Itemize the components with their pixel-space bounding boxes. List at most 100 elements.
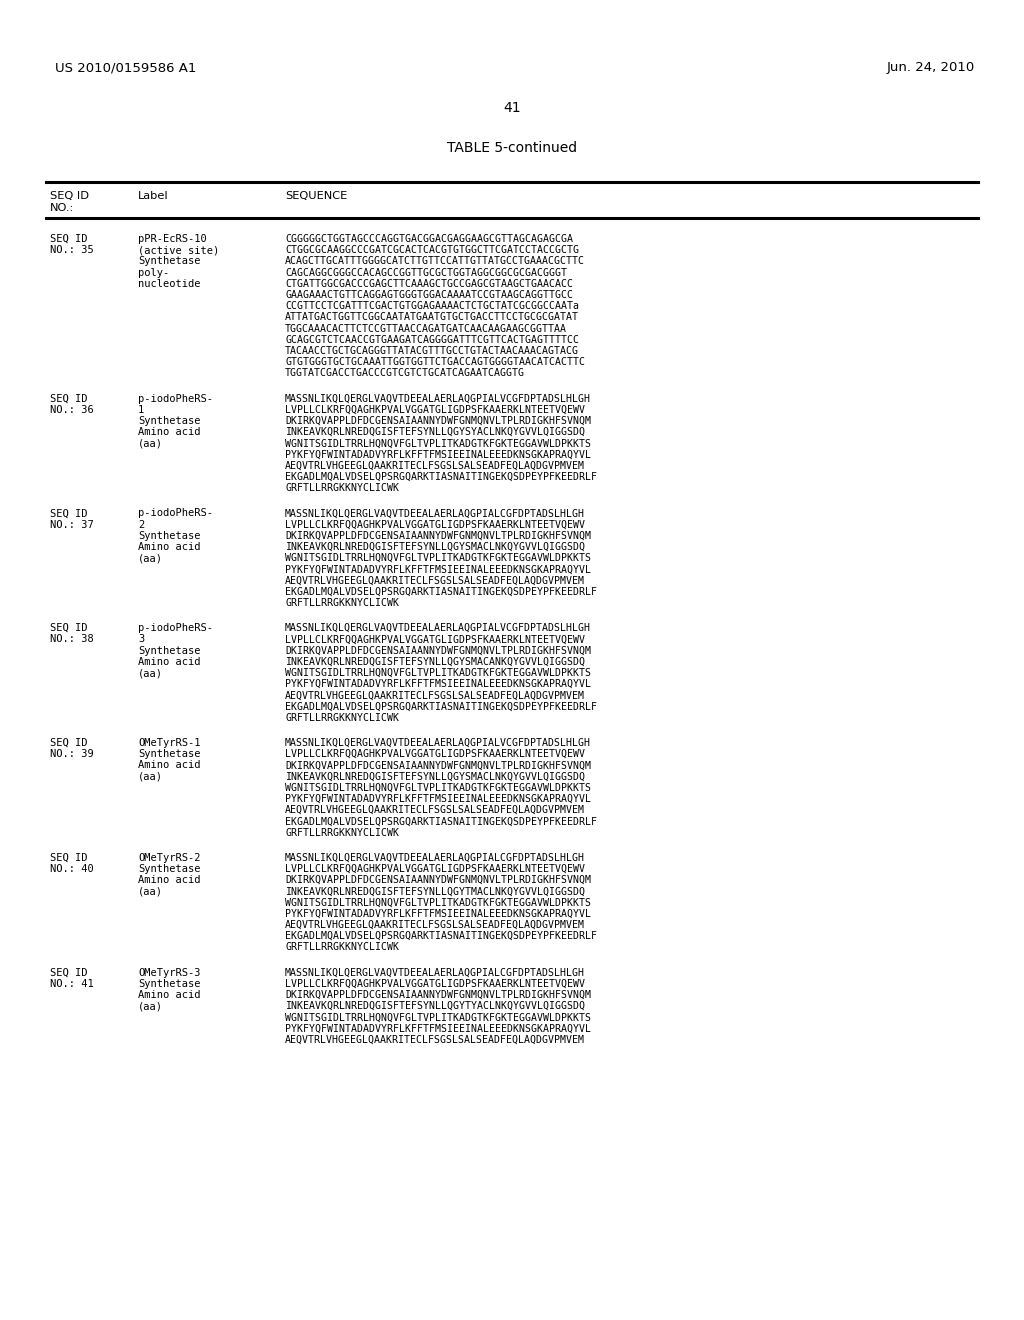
Text: 1: 1: [138, 405, 144, 414]
Text: LVPLLCLKRFQQAGHKPVALVGGATGLIGDPSFKAAERKLNTEETVQEWV: LVPLLCLKRFQQAGHKPVALVGGATGLIGDPSFKAAERKL…: [285, 750, 585, 759]
Text: DKIRKQVAPPLDFDCGENSAIAANNYDWFGNMQNVLTPLRDIGKHFSVNQM: DKIRKQVAPPLDFDCGENSAIAANNYDWFGNMQNVLTPLR…: [285, 645, 591, 656]
Text: Amino acid: Amino acid: [138, 428, 201, 437]
Text: PYKFYQFWINTADADVYRFLKFFTFMSIEEINALEEEDKNSGKAPRAQYVL: PYKFYQFWINTADADVYRFLKFFTFMSIEEINALEEEDKN…: [285, 795, 591, 804]
Text: US 2010/0159586 A1: US 2010/0159586 A1: [55, 62, 197, 74]
Text: LVPLLCLKRFQQAGHKPVALVGGATGLIGDPSFKAAERKLNTEETVQEWV: LVPLLCLKRFQQAGHKPVALVGGATGLIGDPSFKAAERKL…: [285, 979, 585, 989]
Text: TABLE 5-continued: TABLE 5-continued: [446, 141, 578, 154]
Text: GRFTLLRRGKKNYCLICWK: GRFTLLRRGKKNYCLICWK: [285, 713, 399, 723]
Text: AEQVTRLVHGEEGLQAAKRITECLFSGSLSALSEADFEQLAQDGVPMVEM: AEQVTRLVHGEEGLQAAKRITECLFSGSLSALSEADFEQL…: [285, 461, 585, 471]
Text: OMeTyrRS-3: OMeTyrRS-3: [138, 968, 201, 978]
Text: (aa): (aa): [138, 772, 163, 781]
Text: SEQUENCE: SEQUENCE: [285, 191, 347, 201]
Text: NO.:: NO.:: [50, 203, 75, 213]
Text: WGNITSGIDLTRRLHQNQVFGLTVPLITKADGTKFGKTEGGAVWLDPKKTS: WGNITSGIDLTRRLHQNQVFGLTVPLITKADGTKFGKTEG…: [285, 553, 591, 564]
Text: Label: Label: [138, 191, 169, 201]
Text: p-iodoPheRS-: p-iodoPheRS-: [138, 508, 213, 519]
Text: Synthetase: Synthetase: [138, 531, 201, 541]
Text: DKIRKQVAPPLDFDCGENSAIAANNYDWFGNMQNVLTPLRDIGKHFSVNQM: DKIRKQVAPPLDFDCGENSAIAANNYDWFGNMQNVLTPLR…: [285, 531, 591, 541]
Text: INKEAVKQRLNREDQGISFTEFSYNLLQGYSMACLNKQYGVVLQIGGSDQ: INKEAVKQRLNREDQGISFTEFSYNLLQGYSMACLNKQYG…: [285, 543, 585, 552]
Text: PYKFYQFWINTADADVYRFLKFFTFMSIEEINALEEEDKNSGKAPRAQYVL: PYKFYQFWINTADADVYRFLKFFTFMSIEEINALEEEDKN…: [285, 1023, 591, 1034]
Text: (aa): (aa): [138, 668, 163, 678]
Text: MASSNLIKQLQERGLVAQVTDEEALAERLAQGPIALVCGFDPTADSLHLGH: MASSNLIKQLQERGLVAQVTDEEALAERLAQGPIALVCGF…: [285, 738, 591, 748]
Text: 2: 2: [138, 520, 144, 529]
Text: (aa): (aa): [138, 553, 163, 564]
Text: SEQ ID: SEQ ID: [50, 234, 87, 244]
Text: 41: 41: [503, 102, 521, 115]
Text: WGNITSGIDLTRRLHQNQVFGLTVPLITKADGTKFGKTEGGAVWLDPKKTS: WGNITSGIDLTRRLHQNQVFGLTVPLITKADGTKFGKTEG…: [285, 668, 591, 678]
Text: PYKFYQFWINTADADVYRFLKFFTFMSIEEINALEEEDKNSGKAPRAQYVL: PYKFYQFWINTADADVYRFLKFFTFMSIEEINALEEEDKN…: [285, 680, 591, 689]
Text: Synthetase: Synthetase: [138, 865, 201, 874]
Text: NO.: 36: NO.: 36: [50, 405, 94, 414]
Text: CTGGCGCAAGGCCCGATCGCACTCACGTGTGGCTTCGATCCTACCGCTG: CTGGCGCAAGGCCCGATCGCACTCACGTGTGGCTTCGATC…: [285, 246, 579, 255]
Text: SEQ ID: SEQ ID: [50, 623, 87, 634]
Text: PYKFYQFWINTADADVYRFLKFFTFMSIEEINALEEEDKNSGKAPRAQYVL: PYKFYQFWINTADADVYRFLKFFTFMSIEEINALEEEDKN…: [285, 565, 591, 574]
Text: pPR-EcRS-10: pPR-EcRS-10: [138, 234, 207, 244]
Text: Amino acid: Amino acid: [138, 875, 201, 886]
Text: INKEAVKQRLNREDQGISFTEFSYNLLQGYSYACLNKQYGVVLQIGGSDQ: INKEAVKQRLNREDQGISFTEFSYNLLQGYSYACLNKQYG…: [285, 428, 585, 437]
Text: NO.: 35: NO.: 35: [50, 246, 94, 255]
Text: OMeTyrRS-1: OMeTyrRS-1: [138, 738, 201, 748]
Text: OMeTyrRS-2: OMeTyrRS-2: [138, 853, 201, 863]
Text: NO.: 37: NO.: 37: [50, 520, 94, 529]
Text: INKEAVKQRLNREDQGISFTEFSYNLLQGYTMACLNKQYGVVLQIGGSDQ: INKEAVKQRLNREDQGISFTEFSYNLLQGYTMACLNKQYG…: [285, 887, 585, 896]
Text: (aa): (aa): [138, 438, 163, 449]
Text: p-iodoPheRS-: p-iodoPheRS-: [138, 393, 213, 404]
Text: AEQVTRLVHGEEGLQAAKRITECLFSGSLSALSEADFEQLAQDGVPMVEM: AEQVTRLVHGEEGLQAAKRITECLFSGSLSALSEADFEQL…: [285, 920, 585, 931]
Text: MASSNLIKQLQERGLVAQVTDEEALAERLAQGPIALVCGFDPTADSLHLGH: MASSNLIKQLQERGLVAQVTDEEALAERLAQGPIALVCGF…: [285, 623, 591, 634]
Text: Amino acid: Amino acid: [138, 657, 201, 667]
Text: Amino acid: Amino acid: [138, 760, 201, 771]
Text: CCGTTCCTCGATTTCGACTGTGGAGAAAACTCTGCTATCGCGGCCAATa: CCGTTCCTCGATTTCGACTGTGGAGAAAACTCTGCTATCG…: [285, 301, 579, 312]
Text: AEQVTRLVHGEEGLQAAKRITECLFSGSLSALSEADFEQLAQDGVPMVEM: AEQVTRLVHGEEGLQAAKRITECLFSGSLSALSEADFEQL…: [285, 690, 585, 701]
Text: Jun. 24, 2010: Jun. 24, 2010: [887, 62, 975, 74]
Text: NO.: 38: NO.: 38: [50, 635, 94, 644]
Text: poly-: poly-: [138, 268, 169, 277]
Text: DKIRKQVAPPLDFDCGENSAIAANNYDWFGNMQNVLTPLRDIGKHFSVNQM: DKIRKQVAPPLDFDCGENSAIAANNYDWFGNMQNVLTPLR…: [285, 990, 591, 1001]
Text: AEQVTRLVHGEEGLQAAKRITECLFSGSLSALSEADFEQLAQDGVPMVEM: AEQVTRLVHGEEGLQAAKRITECLFSGSLSALSEADFEQL…: [285, 576, 585, 586]
Text: CGGGGGCTGGTAGCCCAGGTGACGGACGAGGAAGCGTTAGCAGAGCGA: CGGGGGCTGGTAGCCCAGGTGACGGACGAGGAAGCGTTAG…: [285, 234, 573, 244]
Text: GRFTLLRRGKKNYCLICWK: GRFTLLRRGKKNYCLICWK: [285, 942, 399, 953]
Text: GAAGAAACTGTTCAGGAGTGGGTGGACAAAATCCGTAAGCAGGTTGCC: GAAGAAACTGTTCAGGAGTGGGTGGACAAAATCCGTAAGC…: [285, 290, 573, 300]
Text: LVPLLCLKRFQQAGHKPVALVGGATGLIGDPSFKAAERKLNTEETVQEWV: LVPLLCLKRFQQAGHKPVALVGGATGLIGDPSFKAAERKL…: [285, 635, 585, 644]
Text: ACAGCTTGCATTTGGGGCATCTTGTTCCATTGTTATGCCTGAAACGCTTC: ACAGCTTGCATTTGGGGCATCTTGTTCCATTGTTATGCCT…: [285, 256, 585, 267]
Text: INKEAVKQRLNREDQGISFTEFSYNLLQGYSMACANKQYGVVLQIGGSDQ: INKEAVKQRLNREDQGISFTEFSYNLLQGYSMACANKQYG…: [285, 657, 585, 667]
Text: AEQVTRLVHGEEGLQAAKRITECLFSGSLSALSEADFEQLAQDGVPMVEM: AEQVTRLVHGEEGLQAAKRITECLFSGSLSALSEADFEQL…: [285, 1035, 585, 1045]
Text: MASSNLIKQLQERGLVAQVTDEEALAERLAQGPIALCGFDPTADSLHLGH: MASSNLIKQLQERGLVAQVTDEEALAERLAQGPIALCGFD…: [285, 968, 585, 978]
Text: EKGADLMQALVDSELQPSRGQARKTIASNAITINGEKQSDPEYPFKEEDRLF: EKGADLMQALVDSELQPSRGQARKTIASNAITINGEKQSD…: [285, 931, 597, 941]
Text: p-iodoPheRS-: p-iodoPheRS-: [138, 623, 213, 634]
Text: INKEAVKQRLNREDQGISFTEFSYNLLQGYSMACLNKQYGVVLQIGGSDQ: INKEAVKQRLNREDQGISFTEFSYNLLQGYSMACLNKQYG…: [285, 772, 585, 781]
Text: WGNITSGIDLTRRLHQNQVFGLTVPLITKADGTKFGKTEGGAVWLDPKKTS: WGNITSGIDLTRRLHQNQVFGLTVPLITKADGTKFGKTEG…: [285, 783, 591, 793]
Text: (aa): (aa): [138, 1001, 163, 1011]
Text: AEQVTRLVHGEEGLQAAKRITECLFSGSLSALSEADFEQLAQDGVPMVEM: AEQVTRLVHGEEGLQAAKRITECLFSGSLSALSEADFEQL…: [285, 805, 585, 816]
Text: GRFTLLRRGKKNYCLICWK: GRFTLLRRGKKNYCLICWK: [285, 598, 399, 609]
Text: WGNITSGIDLTRRLHQNQVFGLTVPLITKADGTKFGKTEGGAVWLDPKKTS: WGNITSGIDLTRRLHQNQVFGLTVPLITKADGTKFGKTEG…: [285, 1012, 591, 1023]
Text: EKGADLMQALVDSELQPSRGQARKTIASNAITINGEKQSDPEYPFKEEDRLF: EKGADLMQALVDSELQPSRGQARKTIASNAITINGEKQSD…: [285, 473, 597, 482]
Text: PYKFYQFWINTADADVYRFLKFFTFMSIEEINALEEEDKNSGKAPRAQYVL: PYKFYQFWINTADADVYRFLKFFTFMSIEEINALEEEDKN…: [285, 450, 591, 459]
Text: TGGTATCGACCTGACCCGTCGTCTGCATCAGAATCAGGTG: TGGTATCGACCTGACCCGTCGTCTGCATCAGAATCAGGTG: [285, 368, 525, 379]
Text: Synthetase: Synthetase: [138, 645, 201, 656]
Text: CTGATTGGCGACCCGAGCTTCAAAGCTGCCGAGCGTAAGCTGAACACC: CTGATTGGCGACCCGAGCTTCAAAGCTGCCGAGCGTAAGC…: [285, 279, 573, 289]
Text: (aa): (aa): [138, 887, 163, 896]
Text: Amino acid: Amino acid: [138, 543, 201, 552]
Text: WGNITSGIDLTRRLHQNQVFGLTVPLITKADGTKFGKTEGGAVWLDPKKTS: WGNITSGIDLTRRLHQNQVFGLTVPLITKADGTKFGKTEG…: [285, 898, 591, 908]
Text: MASSNLIKQLQERGLVAQVTDEEALAERLAQGPIALVCGFDPTADSLHLGH: MASSNLIKQLQERGLVAQVTDEEALAERLAQGPIALVCGF…: [285, 393, 591, 404]
Text: EKGADLMQALVDSELQPSRGQARKTIASNAITINGEKQSDPEYPFKEEDRLF: EKGADLMQALVDSELQPSRGQARKTIASNAITINGEKQSD…: [285, 702, 597, 711]
Text: SEQ ID: SEQ ID: [50, 191, 89, 201]
Text: Amino acid: Amino acid: [138, 990, 201, 1001]
Text: LVPLLCLKRFQQAGHKPVALVGGATGLIGDPSFKAAERKLNTEETVQEWV: LVPLLCLKRFQQAGHKPVALVGGATGLIGDPSFKAAERKL…: [285, 865, 585, 874]
Text: LVPLLCLKRFQQAGHKPVALVGGATGLIGDPSFKAAERKLNTEETVQEWV: LVPLLCLKRFQQAGHKPVALVGGATGLIGDPSFKAAERKL…: [285, 520, 585, 529]
Text: MASSNLIKQLQERGLVAQVTDEEALAERLAQGPIALCGFDPTADSLHLGH: MASSNLIKQLQERGLVAQVTDEEALAERLAQGPIALCGFD…: [285, 853, 585, 863]
Text: Synthetase: Synthetase: [138, 750, 201, 759]
Text: Synthetase: Synthetase: [138, 416, 201, 426]
Text: PYKFYQFWINTADADVYRFLKFFTFMSIEEINALEEEDKNSGKAPRAQYVL: PYKFYQFWINTADADVYRFLKFFTFMSIEEINALEEEDKN…: [285, 908, 591, 919]
Text: nucleotide: nucleotide: [138, 279, 201, 289]
Text: LVPLLCLKRFQQAGHKPVALVGGATGLIGDPSFKAAERKLNTEETVQEWV: LVPLLCLKRFQQAGHKPVALVGGATGLIGDPSFKAAERKL…: [285, 405, 585, 414]
Text: SEQ ID: SEQ ID: [50, 393, 87, 404]
Text: GRFTLLRRGKKNYCLICWK: GRFTLLRRGKKNYCLICWK: [285, 483, 399, 494]
Text: WGNITSGIDLTRRLHQNQVFGLTVPLITKADGTKFGKTEGGAVWLDPKKTS: WGNITSGIDLTRRLHQNQVFGLTVPLITKADGTKFGKTEG…: [285, 438, 591, 449]
Text: NO.: 41: NO.: 41: [50, 979, 94, 989]
Text: TACAACCTGCTGCAGGGTTATACGTTTGCCTGTACTAACAAACAGTACG: TACAACCTGCTGCAGGGTTATACGTTTGCCTGTACTAACA…: [285, 346, 579, 356]
Text: EKGADLMQALVDSELQPSRGQARKTIASNAITINGEKQSDPEYPFKEEDRLF: EKGADLMQALVDSELQPSRGQARKTIASNAITINGEKQSD…: [285, 816, 597, 826]
Text: DKIRKQVAPPLDFDCGENSAIAANNYDWFGNMQNVLTPLRDIGKHFSVNQM: DKIRKQVAPPLDFDCGENSAIAANNYDWFGNMQNVLTPLR…: [285, 875, 591, 886]
Text: CAGCAGGCGGGCCACAGCCGGTTGCGCTGGTAGGCGGCGCGACGGGT: CAGCAGGCGGGCCACAGCCGGTTGCGCTGGTAGGCGGCGC…: [285, 268, 567, 277]
Text: DKIRKQVAPPLDFDCGENSAIAANNYDWFGNMQNVLTPLRDIGKHFSVNQM: DKIRKQVAPPLDFDCGENSAIAANNYDWFGNMQNVLTPLR…: [285, 416, 591, 426]
